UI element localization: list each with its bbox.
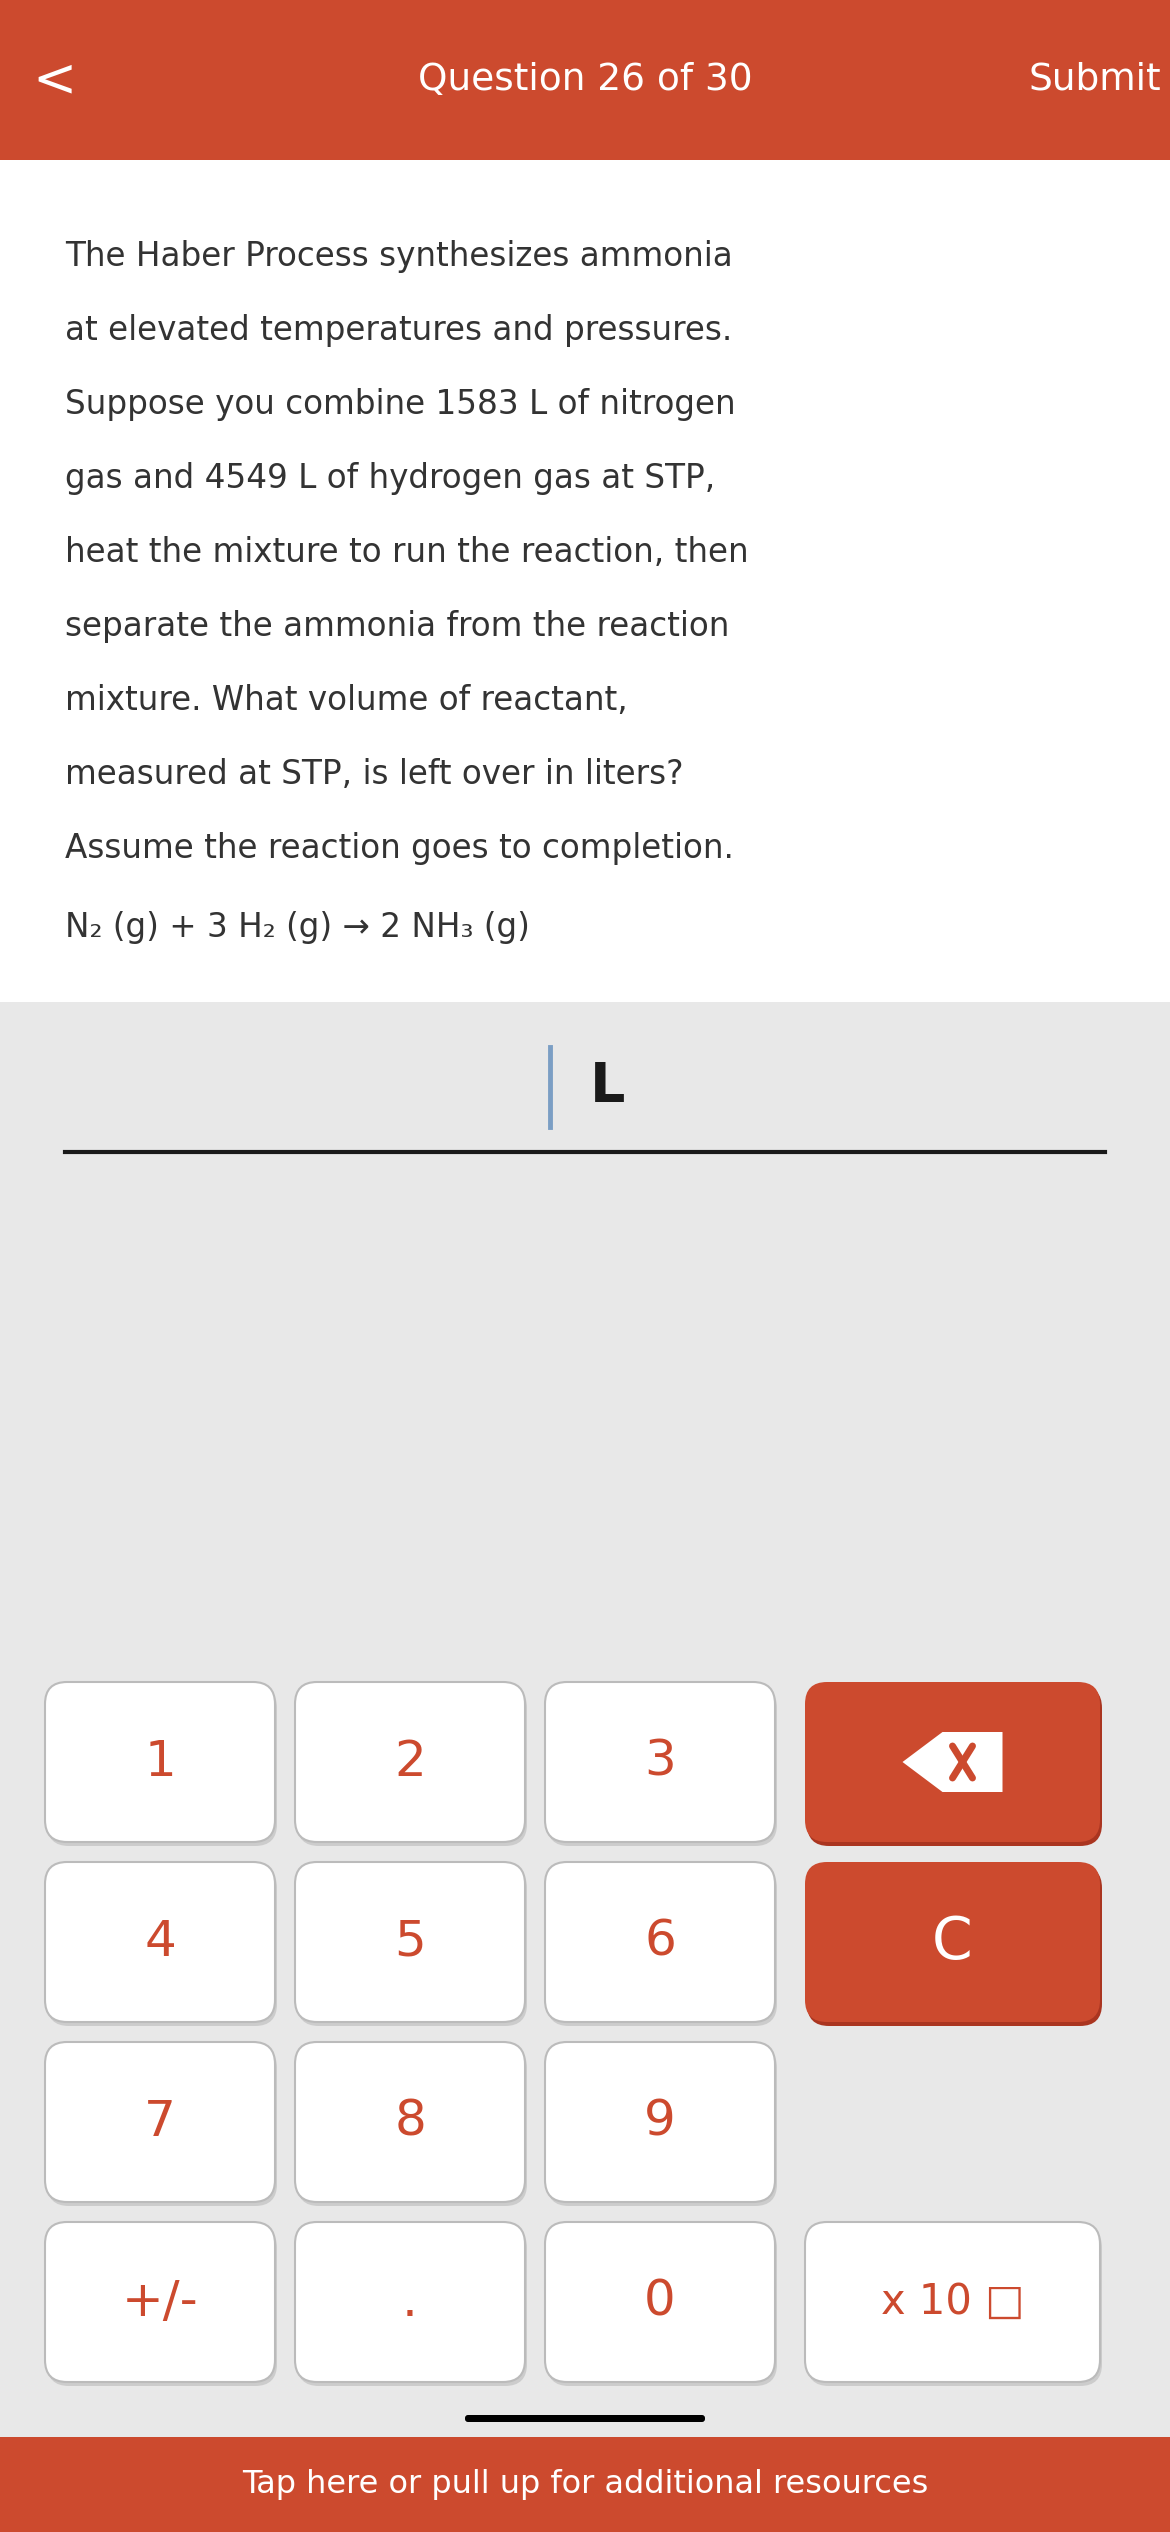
Text: 7: 7 [144, 2099, 176, 2147]
FancyBboxPatch shape [0, 2436, 1170, 2532]
FancyBboxPatch shape [807, 2226, 1102, 2385]
FancyBboxPatch shape [295, 1861, 525, 2023]
Text: 2: 2 [394, 1737, 426, 1785]
Text: mixture. What volume of reactant,: mixture. What volume of reactant, [66, 684, 628, 717]
Text: L: L [590, 1061, 626, 1114]
FancyBboxPatch shape [0, 0, 1170, 160]
Text: The Haber Process synthesizes ammonia: The Haber Process synthesizes ammonia [66, 241, 732, 273]
Text: <: < [33, 53, 77, 106]
FancyBboxPatch shape [295, 2223, 525, 2383]
Text: Question 26 of 30: Question 26 of 30 [418, 61, 752, 99]
FancyBboxPatch shape [807, 1686, 1102, 1846]
Text: .: . [402, 2279, 418, 2327]
FancyBboxPatch shape [805, 1861, 1100, 2023]
FancyBboxPatch shape [295, 2041, 525, 2203]
FancyBboxPatch shape [0, 1003, 1170, 2532]
FancyBboxPatch shape [44, 1861, 275, 2023]
FancyBboxPatch shape [295, 1681, 525, 1841]
Text: 3: 3 [645, 1737, 676, 1785]
FancyBboxPatch shape [44, 2041, 275, 2203]
FancyBboxPatch shape [548, 2046, 777, 2205]
FancyBboxPatch shape [44, 2223, 275, 2383]
FancyBboxPatch shape [44, 1681, 275, 1841]
Text: separate the ammonia from the reaction: separate the ammonia from the reaction [66, 610, 729, 643]
FancyBboxPatch shape [545, 2223, 775, 2383]
Text: Submit: Submit [1028, 61, 1162, 99]
Text: heat the mixture to run the reaction, then: heat the mixture to run the reaction, th… [66, 537, 749, 570]
FancyBboxPatch shape [805, 2223, 1100, 2383]
FancyBboxPatch shape [807, 1866, 1102, 2026]
FancyBboxPatch shape [545, 2041, 775, 2203]
FancyBboxPatch shape [47, 1866, 277, 2026]
FancyBboxPatch shape [548, 1686, 777, 1846]
Text: measured at STP, is left over in liters?: measured at STP, is left over in liters? [66, 757, 683, 790]
Text: x 10 □: x 10 □ [881, 2281, 1024, 2322]
FancyBboxPatch shape [545, 1681, 775, 1841]
FancyBboxPatch shape [548, 2226, 777, 2385]
Text: Tap here or pull up for additional resources: Tap here or pull up for additional resou… [242, 2469, 928, 2499]
Text: 0: 0 [645, 2279, 676, 2327]
Text: Suppose you combine 1583 L of nitrogen: Suppose you combine 1583 L of nitrogen [66, 387, 736, 420]
FancyBboxPatch shape [47, 2226, 277, 2385]
FancyBboxPatch shape [297, 2046, 526, 2205]
Text: 9: 9 [645, 2099, 676, 2147]
FancyBboxPatch shape [47, 2046, 277, 2205]
Text: +/-: +/- [122, 2279, 199, 2327]
Text: 4: 4 [144, 1919, 176, 1965]
Text: gas and 4549 L of hydrogen gas at STP,: gas and 4549 L of hydrogen gas at STP, [66, 461, 715, 494]
Text: C: C [932, 1914, 973, 1970]
Text: 6: 6 [644, 1919, 676, 1965]
FancyBboxPatch shape [548, 1866, 777, 2026]
FancyBboxPatch shape [545, 1861, 775, 2023]
Text: 5: 5 [394, 1919, 426, 1965]
FancyBboxPatch shape [297, 2226, 526, 2385]
FancyBboxPatch shape [464, 2416, 706, 2423]
Polygon shape [902, 1732, 1003, 1793]
FancyBboxPatch shape [805, 1681, 1100, 1841]
Text: Assume the reaction goes to completion.: Assume the reaction goes to completion. [66, 833, 734, 866]
Text: N₂ (g) + 3 H₂ (g) → 2 NH₃ (g): N₂ (g) + 3 H₂ (g) → 2 NH₃ (g) [66, 912, 530, 944]
Text: 1: 1 [144, 1737, 176, 1785]
FancyBboxPatch shape [297, 1866, 526, 2026]
Text: at elevated temperatures and pressures.: at elevated temperatures and pressures. [66, 314, 732, 347]
FancyBboxPatch shape [297, 1686, 526, 1846]
Text: 8: 8 [394, 2099, 426, 2147]
FancyBboxPatch shape [47, 1686, 277, 1846]
